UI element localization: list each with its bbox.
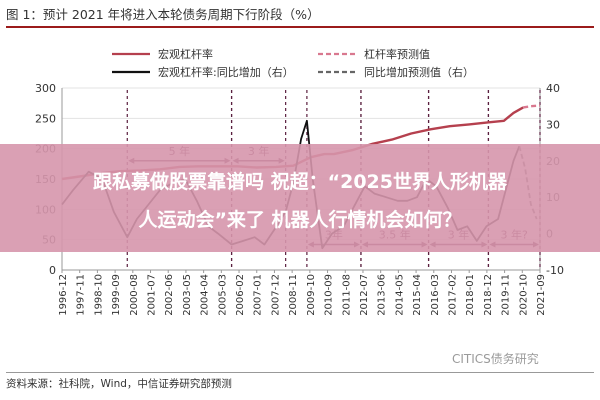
x-tick-label: 2011-08 bbox=[341, 274, 352, 316]
x-tick-label: 2003-05 bbox=[182, 274, 193, 316]
headline-line-2[interactable]: 人运动会”来了 机器人行情机会如何？ bbox=[138, 209, 462, 231]
left-tick-label: 0 bbox=[49, 264, 56, 277]
legend-label: 同比增加预测值（右） bbox=[364, 65, 474, 79]
legend-label: 宏观杠杆率 bbox=[158, 47, 213, 61]
headline-band bbox=[0, 144, 600, 252]
x-tick-label: 1997-11 bbox=[76, 274, 87, 316]
right-tick-label: 40 bbox=[546, 82, 560, 95]
left-tick-label: 250 bbox=[35, 112, 56, 125]
x-tick-label: 2009-10 bbox=[306, 274, 317, 316]
source-divider bbox=[6, 372, 594, 373]
legend-label: 宏观杠杆率:同比增加（右） bbox=[158, 65, 294, 79]
series-line bbox=[523, 104, 541, 109]
x-tick-label: 2013-06 bbox=[377, 274, 388, 316]
x-tick-label: 2001-07 bbox=[147, 274, 158, 316]
headline-line-1[interactable]: 跟私募做股票靠谱吗 祝超：“2025世界人形机器 bbox=[93, 171, 507, 193]
x-tick-label: 2018-01 bbox=[465, 274, 476, 316]
x-tick-label: 2005-03 bbox=[217, 274, 228, 316]
x-tick-label: 2002-06 bbox=[164, 274, 175, 316]
left-tick-label: 300 bbox=[35, 82, 56, 95]
x-tick-label: 1999-09 bbox=[111, 274, 122, 316]
x-tick-label: 2004-04 bbox=[200, 274, 211, 316]
figure-title: 图 1：预计 2021 年将进入本轮债务周期下行阶段（%） bbox=[6, 4, 594, 28]
x-tick-label: 2007-01 bbox=[253, 274, 264, 316]
source-note: 资料来源：社科院，Wind，中信证券研究部预测 bbox=[6, 378, 232, 390]
watermark: CITICS债务研究 bbox=[452, 352, 539, 366]
x-tick-label: 2016-03 bbox=[430, 274, 441, 316]
x-tick-label: 2019-11 bbox=[501, 274, 512, 316]
x-tick-label: 2015-04 bbox=[412, 274, 423, 316]
x-tick-label: 2020-10 bbox=[518, 274, 529, 316]
x-tick-label: 2007-12 bbox=[270, 274, 281, 316]
x-tick-label: 2014-05 bbox=[394, 274, 405, 316]
x-tick-label: 1998-10 bbox=[93, 274, 104, 316]
legend-label: 杠杆率预测值 bbox=[364, 47, 430, 61]
x-tick-label: 2021-09 bbox=[536, 274, 547, 316]
x-tick-label: 2017-02 bbox=[447, 274, 458, 316]
x-tick-label: 1996-12 bbox=[58, 274, 69, 316]
x-tick-label: 2010-09 bbox=[324, 274, 335, 316]
x-tick-label: 2018-12 bbox=[483, 274, 494, 316]
right-tick-label: -10 bbox=[546, 264, 564, 277]
x-tick-label: 2012-07 bbox=[359, 274, 370, 316]
x-tick-label: 2006-02 bbox=[235, 274, 246, 316]
right-tick-label: 30 bbox=[546, 118, 560, 131]
x-tick-label: 2008-11 bbox=[288, 274, 299, 316]
x-tick-label: 2000-08 bbox=[129, 274, 140, 316]
